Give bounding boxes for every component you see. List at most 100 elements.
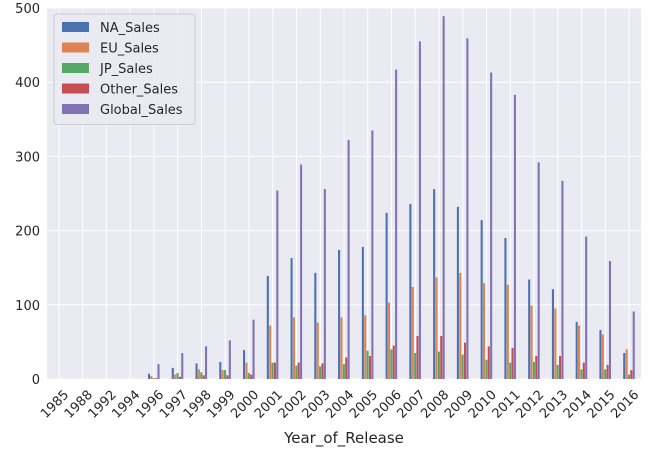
bar-jp-sales (604, 369, 607, 379)
bar-other-sales (463, 342, 467, 379)
bar-eu-sales (435, 277, 438, 379)
bar-na-sales (528, 279, 531, 379)
bar-jp-sales (509, 362, 512, 379)
bar-other-sales (273, 362, 276, 379)
bar-other-sales (487, 346, 490, 379)
bar-global-sales (537, 162, 540, 379)
bar-jp-sales (485, 359, 488, 379)
bar-other-sales (606, 364, 609, 379)
x-axis-label: Year_of_Release (283, 429, 404, 448)
legend-swatch (62, 63, 89, 73)
bar-global-sales (513, 94, 516, 380)
bar-na-sales (147, 373, 151, 379)
y-tick-label: 400 (15, 76, 40, 91)
bar-na-sales (409, 203, 412, 379)
bar-eu-sales (197, 369, 200, 379)
bar-global-sales (608, 261, 611, 379)
y-tick-label: 300 (15, 150, 40, 165)
bar-na-sales (314, 272, 317, 379)
y-tick-label: 100 (15, 299, 40, 314)
bar-other-sales (582, 362, 585, 379)
bar-global-sales (276, 190, 279, 379)
bar-jp-sales (200, 372, 203, 379)
bar-global-sales (228, 340, 231, 379)
legend-swatch (62, 104, 89, 114)
bar-na-sales (266, 275, 269, 379)
bars (147, 16, 635, 380)
bar-jp-sales (224, 370, 227, 379)
bar-other-sales (368, 355, 372, 379)
bar-jp-sales (437, 351, 440, 379)
legend-box (53, 13, 196, 125)
bar-global-sales (442, 16, 445, 380)
legend-label: Other_Sales (100, 83, 178, 98)
bar-global-sales (157, 364, 160, 379)
bar-na-sales (623, 353, 626, 379)
legend-swatch (62, 83, 89, 94)
bar-na-sales (456, 206, 459, 379)
bar-jp-sales (319, 366, 322, 379)
y-tick-label: 0 (32, 373, 40, 388)
bar-global-sales (395, 69, 398, 379)
bar-eu-sales (530, 305, 533, 379)
bar-na-sales (243, 350, 246, 379)
bar-na-sales (575, 321, 578, 379)
bar-eu-sales (174, 374, 177, 379)
bar-other-sales (511, 347, 514, 379)
bar-other-sales (345, 357, 348, 379)
bar-eu-sales (150, 376, 153, 379)
bar-other-sales (226, 375, 229, 379)
bar-eu-sales (601, 334, 604, 379)
bar-global-sales (300, 164, 303, 379)
bar-other-sales (250, 374, 253, 379)
bar-eu-sales (459, 272, 462, 379)
bar-other-sales (155, 378, 158, 379)
bar-eu-sales (625, 349, 628, 379)
bar-jp-sales (366, 350, 369, 379)
bar-jp-sales (414, 353, 417, 379)
bar-eu-sales (554, 308, 557, 379)
bar-other-sales (630, 370, 633, 379)
bar-eu-sales (387, 302, 391, 379)
bar-na-sales (504, 238, 507, 379)
bar-global-sales (252, 319, 255, 379)
legend-label: JP_Sales (99, 62, 153, 77)
bar-jp-sales (247, 373, 250, 379)
bar-global-sales (347, 140, 350, 379)
bar-na-sales (480, 220, 483, 379)
bar-jp-sales (461, 354, 464, 379)
bar-na-sales (433, 189, 436, 379)
bar-global-sales (371, 130, 374, 379)
bar-global-sales (205, 346, 208, 379)
bar-other-sales (535, 355, 538, 379)
legend-label: NA_Sales (100, 21, 160, 36)
legend-swatch (62, 22, 89, 32)
bar-jp-sales (152, 378, 155, 379)
y-tick-label: 200 (15, 225, 40, 240)
bar-jp-sales (295, 365, 298, 379)
bar-jp-sales (556, 364, 559, 379)
bar-na-sales (338, 249, 341, 379)
bar-eu-sales (221, 370, 224, 379)
y-tick-labels: 0 100 200 300 400 500 (15, 2, 40, 388)
bar-na-sales (599, 330, 602, 379)
bar-eu-sales (340, 317, 343, 379)
bar-other-sales (416, 335, 419, 379)
bar-global-sales (561, 180, 564, 379)
bar-other-sales (178, 376, 181, 379)
bar-jp-sales (271, 362, 274, 379)
bar-eu-sales (506, 284, 509, 379)
bar-other-sales (297, 362, 300, 379)
bar-eu-sales (269, 325, 272, 379)
y-tick-label: 500 (15, 2, 40, 17)
bar-eu-sales (292, 317, 295, 379)
bar-na-sales (551, 289, 554, 379)
legend: NA_Sales EU_Sales JP_Sales Other_Sales Globa… (53, 13, 196, 125)
bar-jp-sales (390, 349, 393, 379)
bar-jp-sales (176, 373, 179, 379)
bar-eu-sales (245, 362, 248, 379)
bar-global-sales (418, 41, 421, 379)
bar-na-sales (385, 212, 388, 379)
bar-eu-sales (482, 283, 486, 379)
